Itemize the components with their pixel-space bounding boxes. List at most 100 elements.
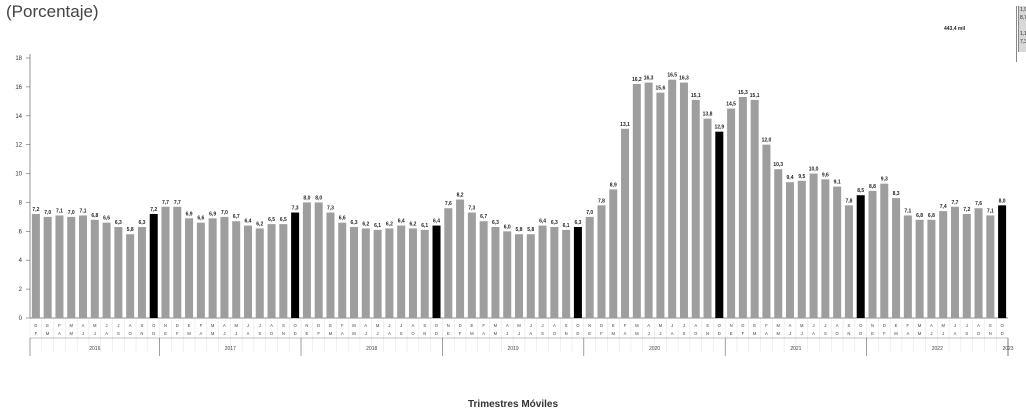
x-tick-label: F: [600, 331, 603, 336]
x-tick-label: D: [1001, 331, 1004, 336]
x-tick-label: E: [588, 331, 591, 336]
bar: [750, 99, 759, 318]
x-tick-label: F: [742, 331, 745, 336]
data-label: 6,4: [398, 219, 405, 225]
bar: [420, 229, 429, 318]
data-label: 7,7: [951, 200, 958, 206]
data-label: 9,3: [881, 177, 888, 183]
corner-box-line: 1,1: [1020, 31, 1026, 37]
data-label: 16,5: [667, 73, 677, 79]
x-tick-label: S: [824, 331, 827, 336]
bar: [927, 219, 936, 318]
x-tick-label: N: [140, 331, 143, 336]
x-tick-label: J: [247, 323, 249, 328]
x-tick-label: A: [930, 323, 933, 328]
bar: [609, 189, 618, 318]
bar: [562, 229, 571, 318]
x-tick-label: M: [69, 331, 73, 336]
data-label: 9,6: [822, 172, 829, 178]
x-tick-label: J: [94, 331, 96, 336]
data-label: 15,1: [750, 93, 760, 99]
bar: [703, 118, 712, 319]
data-label: 7,3: [327, 206, 334, 212]
data-label: 7,1: [56, 208, 63, 214]
bar: [821, 179, 830, 318]
x-tick-label: N: [847, 331, 850, 336]
data-label: 15,1: [691, 93, 701, 99]
x-tick-label: O: [694, 331, 698, 336]
x-tick-label: M: [918, 331, 922, 336]
x-tick-label: J: [365, 331, 367, 336]
bar: [950, 206, 959, 318]
bar: [220, 216, 229, 318]
x-tick-label: M: [635, 323, 639, 328]
x-tick-label: J: [801, 331, 803, 336]
data-label: 7,0: [221, 210, 228, 216]
bar: [868, 190, 877, 318]
x-tick-label: M: [918, 323, 922, 328]
bar-highlight: [715, 131, 724, 318]
x-tick-label: J: [542, 323, 544, 328]
year-label: 2022: [932, 346, 943, 352]
data-label: 13,8: [703, 112, 713, 118]
bar: [173, 206, 182, 318]
x-tick-label: E: [306, 331, 309, 336]
data-label: 6,5: [268, 217, 275, 223]
data-label: 7,1: [80, 208, 87, 214]
x-tick-label: O: [435, 323, 439, 328]
bar: [255, 228, 264, 318]
x-tick-label: F: [35, 331, 38, 336]
bar: [350, 227, 359, 318]
data-label: 7,0: [586, 210, 593, 216]
data-label: 7,3: [468, 206, 475, 212]
data-label: 6,3: [574, 220, 581, 226]
data-label: 6,6: [103, 216, 110, 222]
bar: [373, 229, 382, 318]
chart-subtitle: (Porcentaje): [6, 2, 99, 21]
data-label: 5,8: [527, 227, 534, 233]
x-tick-label: J: [223, 331, 225, 336]
x-tick-label: M: [494, 331, 498, 336]
x-tick-label: E: [447, 331, 450, 336]
data-label: 7,2: [963, 207, 970, 213]
x-tick-label: E: [753, 323, 756, 328]
bar: [538, 225, 547, 318]
x-tick-label: A: [954, 331, 957, 336]
data-label: 7,1: [904, 208, 911, 214]
x-tick-label: M: [941, 323, 945, 328]
bar: [727, 108, 736, 318]
bar: [185, 218, 194, 318]
bar: [31, 214, 40, 318]
bar: [644, 82, 653, 318]
bar: [986, 215, 995, 318]
bar: [585, 216, 594, 318]
x-tick-label: S: [141, 323, 144, 328]
x-tick-label: M: [894, 331, 898, 336]
x-tick-label: A: [364, 323, 367, 328]
x-tick-label: M: [635, 331, 639, 336]
x-tick-label: F: [176, 331, 179, 336]
x-tick-label: J: [813, 323, 815, 328]
data-label: 7,3: [292, 206, 299, 212]
x-tick-label: J: [82, 331, 84, 336]
bar: [385, 228, 394, 318]
bar: [137, 227, 146, 318]
x-tick-label: M: [612, 331, 616, 336]
x-tick-label: E: [612, 323, 615, 328]
x-tick-label: A: [765, 331, 768, 336]
x-tick-label: N: [423, 331, 426, 336]
x-tick-label: M: [352, 331, 356, 336]
bar: [161, 206, 170, 318]
bar: [444, 208, 453, 318]
x-tick-label: A: [412, 323, 415, 328]
bar: [597, 205, 606, 318]
bar: [762, 144, 771, 318]
data-label: 6,8: [916, 213, 923, 219]
data-label: 6,9: [209, 211, 216, 217]
bar: [797, 180, 806, 318]
data-label: 6,2: [256, 221, 263, 227]
x-tick-label: A: [836, 323, 839, 328]
x-tick-label: A: [482, 331, 485, 336]
data-label: 6,3: [492, 220, 499, 226]
x-tick-label: D: [883, 323, 886, 328]
